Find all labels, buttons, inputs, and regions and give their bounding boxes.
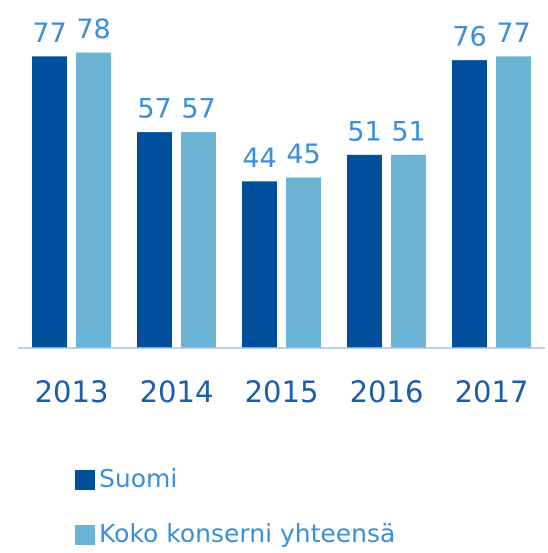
legend-swatch: [75, 525, 95, 545]
value-label: 45: [286, 139, 320, 170]
x-tick-label: 2014: [140, 375, 214, 409]
bar: [242, 181, 277, 348]
x-tick-label: 2015: [245, 375, 319, 409]
value-label: 78: [76, 14, 110, 45]
value-label: 76: [452, 22, 486, 53]
value-label: 51: [347, 116, 381, 147]
value-label: 77: [496, 18, 530, 49]
bar: [76, 52, 111, 348]
x-tick-label: 2017: [455, 375, 529, 409]
value-label: 77: [32, 18, 66, 49]
x-tick-label: 2016: [350, 375, 424, 409]
x-tick-label: 2013: [35, 375, 109, 409]
bar: [286, 177, 321, 348]
legend-label: Suomi: [99, 464, 177, 493]
bar: [181, 132, 216, 348]
bar: [32, 56, 67, 349]
value-label: 57: [181, 94, 215, 125]
value-label: 51: [391, 116, 425, 147]
bar: [452, 60, 487, 349]
value-label: 44: [242, 143, 276, 174]
bar: [496, 56, 531, 349]
bar: [391, 154, 426, 348]
legend-swatch: [75, 470, 95, 490]
bar: [347, 154, 382, 348]
legend-label: Koko konserni yhteensä: [99, 519, 395, 548]
bar: [137, 132, 172, 348]
value-label: 57: [137, 94, 171, 125]
